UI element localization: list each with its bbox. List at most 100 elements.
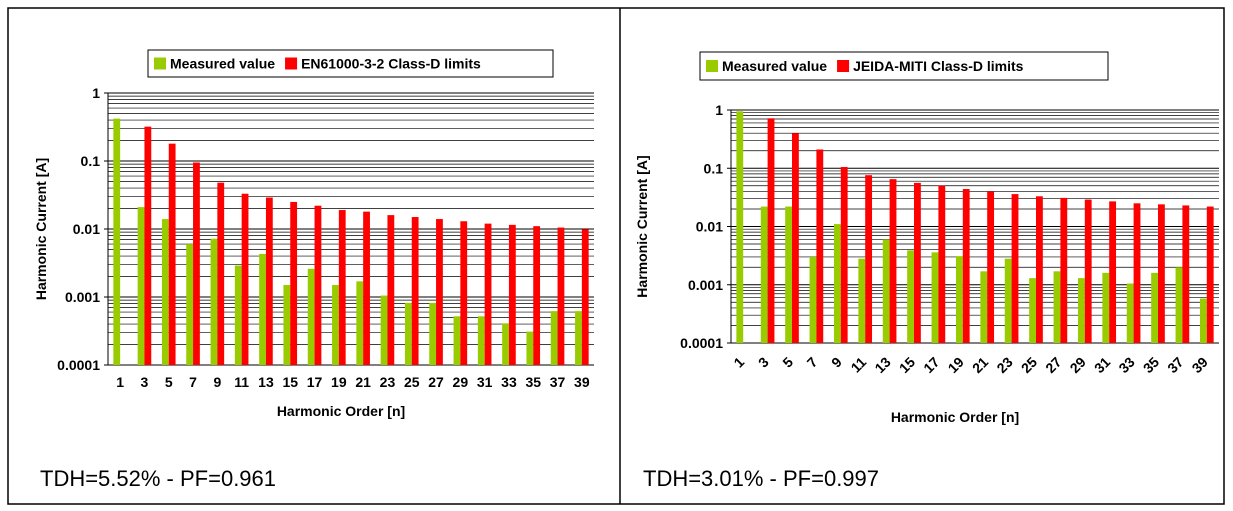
measured-bar [785, 206, 792, 343]
x-tick-label: 21 [355, 374, 371, 390]
x-axis-label: Harmonic Order [n] [277, 403, 405, 419]
measured-bar [858, 258, 866, 343]
limit-bar [1182, 205, 1190, 343]
limit-bar [1036, 196, 1043, 343]
limit-bar [508, 224, 516, 365]
limit-bar [217, 182, 225, 365]
limit-bar [767, 118, 775, 343]
measured-bar [113, 118, 121, 365]
legend-label: Measured value [170, 56, 275, 72]
measured-bar [429, 302, 437, 365]
x-tick-label: 23 [380, 374, 396, 390]
x-tick-label: 9 [213, 374, 221, 390]
measured-bar [1077, 278, 1085, 343]
measured-bar [186, 244, 194, 365]
measured-bar [1175, 267, 1183, 343]
limit-bar [411, 217, 419, 365]
x-tick-label: 1 [116, 374, 124, 390]
legend-label: Measured value [722, 58, 827, 74]
limit-bar [557, 227, 565, 365]
measured-bar [453, 316, 461, 365]
limit-bar [1060, 197, 1068, 343]
y-tick-label: 0.1 [704, 160, 724, 176]
measured-bar [931, 252, 939, 343]
limit-bar [792, 133, 799, 343]
x-tick-label: 17 [307, 374, 323, 390]
limit-bar [460, 221, 468, 365]
measured-bar [526, 331, 534, 365]
measured-bar [1102, 272, 1110, 343]
x-tick-label: 5 [165, 374, 173, 390]
x-tick-label: 15 [282, 374, 298, 390]
limit-bar [241, 193, 249, 365]
legend-label: EN61000-3-2 Class-D limits [301, 56, 481, 72]
limit-bar [533, 226, 541, 365]
y-axis-label: Harmonic Current [A] [33, 158, 49, 300]
limit-bar [387, 215, 395, 365]
measured-bar [809, 256, 817, 343]
y-tick-label: 1 [715, 102, 723, 118]
measured-bar [307, 268, 315, 365]
measured-bar [234, 265, 242, 365]
x-tick-label: 13 [258, 374, 274, 390]
measured-bar [332, 285, 339, 365]
limit-bar [840, 167, 848, 343]
legend-swatch-limit [837, 60, 850, 72]
y-tick-label: 0.0001 [57, 357, 100, 373]
x-tick-label: 19 [331, 374, 347, 390]
measured-bar [210, 238, 218, 365]
legend-label: JEIDA-MITI Class-D limits [853, 58, 1024, 74]
measured-bar [980, 271, 988, 343]
limit-bar [265, 197, 273, 365]
caption-left: TDH=5.52% - PF=0.961 [40, 466, 277, 491]
x-tick-label: 29 [453, 374, 469, 390]
measured-bar [575, 311, 582, 365]
measured-bar [833, 224, 841, 343]
x-tick-label: 11 [234, 374, 249, 390]
legend-box [699, 51, 1109, 81]
measured-bar [1004, 258, 1012, 343]
x-tick-label: 27 [428, 374, 444, 390]
measured-bar [736, 111, 744, 343]
limit-bar [436, 219, 443, 365]
limit-bar [1084, 199, 1092, 343]
y-tick-label: 0.001 [65, 289, 100, 305]
measured-bar [1053, 271, 1061, 343]
limit-bar [865, 175, 873, 343]
limit-bar [193, 162, 200, 365]
measured-bar [1029, 278, 1036, 343]
limit-bar [914, 182, 921, 343]
limit-bar [484, 223, 492, 365]
measured-bar [550, 311, 558, 365]
legend-box [147, 49, 554, 78]
limit-bar [1158, 204, 1165, 343]
y-tick-label: 0.01 [73, 221, 100, 237]
measured-bar [477, 316, 485, 365]
x-tick-label: 3 [141, 374, 149, 390]
measured-bar [404, 302, 412, 365]
measured-bar [137, 207, 145, 365]
x-tick-label: 37 [550, 374, 566, 390]
legend-swatch-limit [285, 57, 298, 70]
x-tick-label: 7 [189, 374, 197, 390]
x-tick-label: 25 [404, 374, 420, 390]
caption-right: TDH=3.01% - PF=0.997 [643, 466, 880, 491]
measured-bar [1126, 283, 1134, 343]
x-tick-label: 31 [477, 374, 493, 390]
measured-bar [161, 219, 169, 365]
limit-bar [1011, 194, 1019, 343]
y-tick-label: 0.001 [688, 277, 723, 293]
legend-swatch-measured [154, 57, 166, 70]
limit-bar [938, 185, 946, 343]
y-tick-label: 1 [92, 85, 100, 101]
measured-bar [259, 253, 266, 365]
limit-bar [168, 143, 176, 365]
limit-bar [338, 210, 346, 365]
legend-swatch-measured [706, 60, 718, 72]
y-tick-label: 0.0001 [680, 335, 723, 351]
limit-bar [581, 229, 589, 365]
measured-bar [380, 295, 388, 365]
measured-bar [1199, 298, 1207, 343]
